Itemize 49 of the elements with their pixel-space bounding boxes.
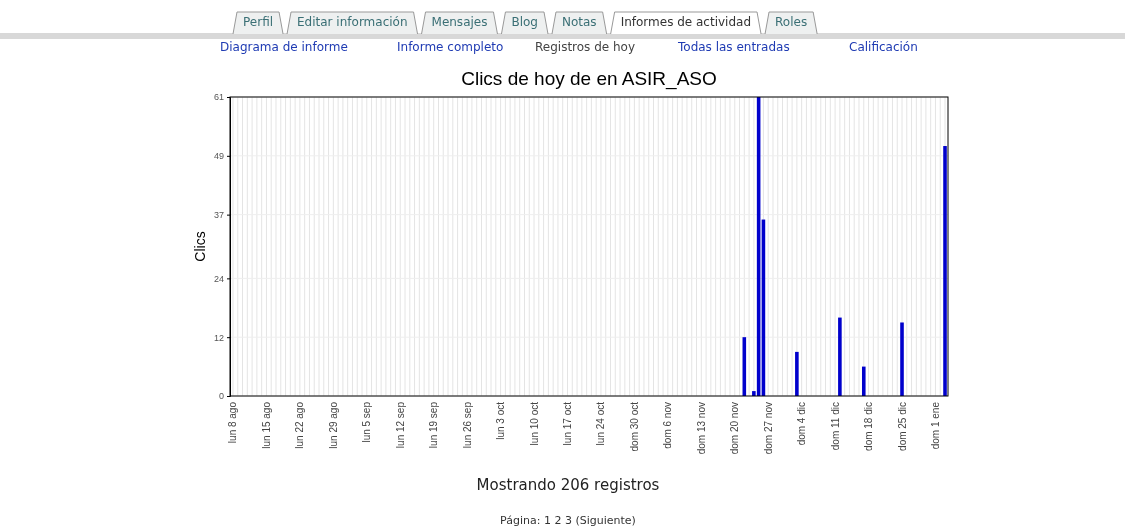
y-tick-label: 61 bbox=[213, 92, 224, 103]
x-tick-label: dom 4 dic bbox=[796, 402, 808, 446]
x-tick-label: lun 29 ago bbox=[327, 401, 339, 449]
text: Informe completo bbox=[397, 40, 504, 54]
bar bbox=[838, 317, 842, 396]
text: Todas las entradas bbox=[677, 40, 790, 54]
text: Roles bbox=[775, 15, 808, 29]
x-tick-label: lun 3 oct bbox=[495, 401, 507, 440]
bar bbox=[861, 366, 866, 396]
text: Mensajes bbox=[431, 15, 488, 29]
text: Calificación bbox=[849, 40, 918, 54]
bar bbox=[900, 322, 904, 396]
x-tick-label: dom 20 nov bbox=[729, 402, 741, 455]
text: Notas bbox=[561, 15, 597, 29]
x-tick-label: dom 11 dic bbox=[829, 402, 841, 451]
x-tick-label: dom 6 nov bbox=[662, 402, 674, 449]
bar bbox=[795, 351, 799, 396]
x-tick-label: dom 1 ene bbox=[929, 401, 941, 450]
text: Perfil bbox=[243, 15, 274, 29]
y-axis-title: Clics bbox=[192, 231, 208, 262]
x-tick-label: dom 30 oct bbox=[628, 401, 640, 452]
text: Mostrando 206 registros bbox=[476, 476, 660, 494]
y-tick-label: 24 bbox=[213, 273, 224, 284]
y-tick-label: 37 bbox=[213, 210, 224, 221]
x-tick-label: dom 13 nov bbox=[695, 402, 707, 455]
text: Registros de hoy bbox=[535, 40, 636, 54]
x-tick-label: dom 25 dic bbox=[896, 402, 908, 451]
x-tick-label: lun 22 ago bbox=[294, 401, 306, 449]
bar bbox=[943, 146, 947, 396]
x-tick-label: dom 27 nov bbox=[762, 402, 774, 455]
x-tick-label: lun 10 oct bbox=[528, 401, 540, 446]
x-tick-label: lun 12 sep bbox=[394, 401, 406, 449]
x-tick-label: lun 17 oct bbox=[562, 401, 573, 446]
x-tick-label: lun 15 ago bbox=[260, 401, 272, 449]
text: Informes de actividad bbox=[620, 15, 752, 29]
x-tick-label: lun 8 ago bbox=[227, 401, 239, 444]
y-tick-label: 12 bbox=[213, 332, 224, 343]
x-tick-label: lun 24 oct bbox=[595, 401, 607, 446]
text: Blog bbox=[511, 15, 538, 29]
text: Página: 1 2 3 (Siguiente) bbox=[500, 514, 636, 527]
x-tick-label: lun 19 sep bbox=[428, 401, 440, 449]
x-tick-label: lun 26 sep bbox=[461, 401, 473, 449]
x-tick-label: dom 18 dic bbox=[863, 402, 875, 451]
y-tick-label: 49 bbox=[213, 151, 224, 162]
x-tick-label: lun 5 sep bbox=[361, 401, 373, 443]
chart-title: Clics de hoy de en ASIR_ASO bbox=[461, 68, 717, 90]
y-tick-label: 0 bbox=[218, 391, 224, 402]
text: Editar información bbox=[297, 15, 408, 29]
text: Diagrama de informe bbox=[220, 40, 348, 54]
